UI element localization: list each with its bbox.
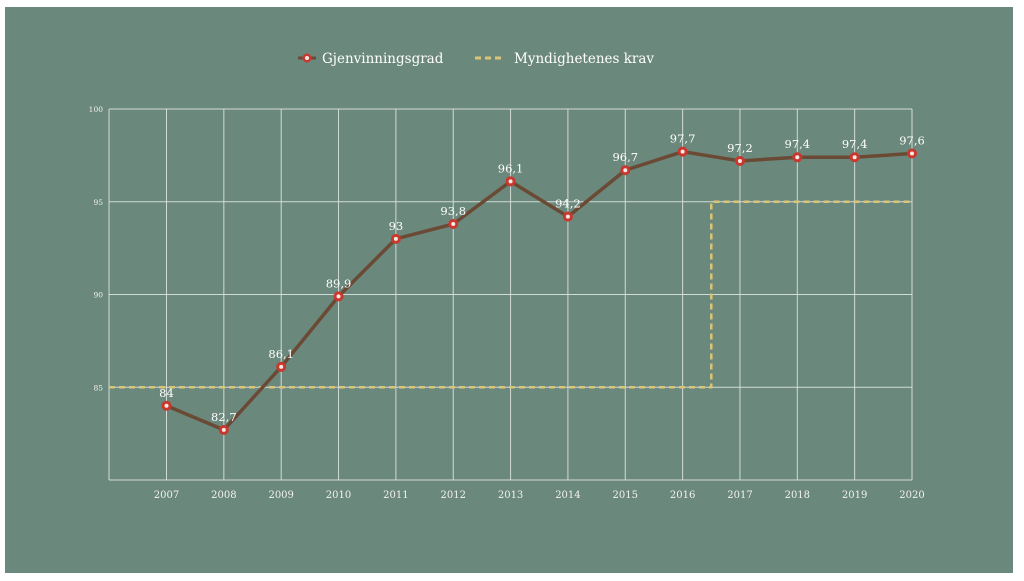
data-point-center bbox=[565, 214, 570, 219]
legend: Gjenvinningsgrad Myndighetenes krav bbox=[298, 51, 654, 67]
data-point-center bbox=[737, 158, 742, 163]
data-point bbox=[562, 211, 573, 222]
data-label: 89,9 bbox=[326, 276, 352, 290]
legend-item-requirement: Myndighetenes krav bbox=[475, 51, 654, 67]
y-tick-label: 100 bbox=[89, 105, 104, 114]
legend-item-recovery: Gjenvinningsgrad bbox=[298, 51, 444, 67]
data-point-center bbox=[164, 403, 169, 408]
data-point-center bbox=[393, 236, 398, 241]
data-label: 97,2 bbox=[727, 141, 753, 155]
y-tick-label: 85 bbox=[93, 383, 103, 392]
y-tick-label: 95 bbox=[93, 198, 103, 207]
data-label: 96,7 bbox=[612, 150, 638, 164]
data-label: 96,1 bbox=[498, 161, 524, 175]
legend-label-requirement: Myndighetenes krav bbox=[514, 51, 654, 67]
data-label: 97,7 bbox=[670, 132, 696, 146]
data-point bbox=[620, 165, 631, 176]
requirement-step-line bbox=[109, 200, 912, 389]
x-tick-label: 2007 bbox=[154, 490, 179, 501]
data-point bbox=[792, 152, 803, 163]
data-point bbox=[849, 152, 860, 163]
data-point-center bbox=[795, 155, 800, 160]
data-label: 94,2 bbox=[555, 197, 581, 211]
legend-label-recovery: Gjenvinningsgrad bbox=[322, 51, 444, 67]
data-label: 97,4 bbox=[785, 137, 811, 151]
grid bbox=[108, 108, 913, 481]
data-label: 97,6 bbox=[899, 134, 925, 148]
x-tick-label: 2020 bbox=[899, 490, 924, 501]
data-point bbox=[333, 291, 344, 302]
x-tick-label: 2016 bbox=[670, 490, 695, 501]
data-point-center bbox=[279, 364, 284, 369]
data-point bbox=[677, 146, 688, 157]
data-point-center bbox=[336, 294, 341, 299]
x-tick-label: 2017 bbox=[727, 490, 752, 501]
data-point bbox=[734, 155, 745, 166]
data-label: 93 bbox=[389, 219, 404, 233]
data-point bbox=[505, 176, 516, 187]
recovery-series bbox=[165, 149, 913, 432]
x-tick-label: 2018 bbox=[785, 490, 810, 501]
requirement-series bbox=[109, 200, 912, 389]
x-tick-label: 2015 bbox=[613, 490, 638, 501]
data-label: 84 bbox=[159, 386, 174, 400]
x-tick-label: 2010 bbox=[326, 490, 351, 501]
data-point-center bbox=[221, 427, 226, 432]
data-point bbox=[907, 148, 917, 159]
data-labels: 84 82,7 86,1 89,9 93 93,8 96,1 94,2 96,7 97,7 97,2… bbox=[159, 132, 925, 424]
data-label: 86,1 bbox=[268, 347, 294, 361]
x-tick-label: 2013 bbox=[498, 490, 523, 501]
x-tick-label: 2008 bbox=[211, 490, 236, 501]
data-markers bbox=[161, 146, 917, 435]
x-tick-label: 2011 bbox=[383, 490, 408, 501]
data-point-center bbox=[852, 155, 857, 160]
x-tick-label: 2012 bbox=[441, 490, 466, 501]
data-point-center bbox=[451, 222, 456, 227]
data-label: 82,7 bbox=[211, 410, 237, 424]
data-point-center bbox=[623, 168, 628, 173]
y-tick-label: 90 bbox=[93, 291, 103, 300]
x-tick-label: 2014 bbox=[555, 490, 580, 501]
data-point bbox=[390, 233, 401, 244]
axis-ticks: 85 90 95 100 2007 2008 2009 2010 2011 2012 2013 201… bbox=[89, 105, 925, 501]
chart-panel bbox=[5, 7, 1013, 573]
x-tick-label: 2019 bbox=[842, 490, 867, 501]
data-point bbox=[448, 219, 459, 230]
legend-marker-dot-icon bbox=[305, 56, 309, 60]
data-point-center bbox=[508, 179, 513, 184]
data-label: 93,8 bbox=[440, 204, 466, 218]
data-point-center bbox=[910, 151, 914, 156]
data-point bbox=[276, 361, 287, 372]
data-label: 97,4 bbox=[842, 137, 868, 151]
data-point-center bbox=[680, 149, 685, 154]
x-tick-label: 2009 bbox=[268, 490, 293, 501]
data-point bbox=[161, 400, 172, 411]
data-point bbox=[218, 424, 229, 435]
recovery-line bbox=[165, 149, 913, 432]
